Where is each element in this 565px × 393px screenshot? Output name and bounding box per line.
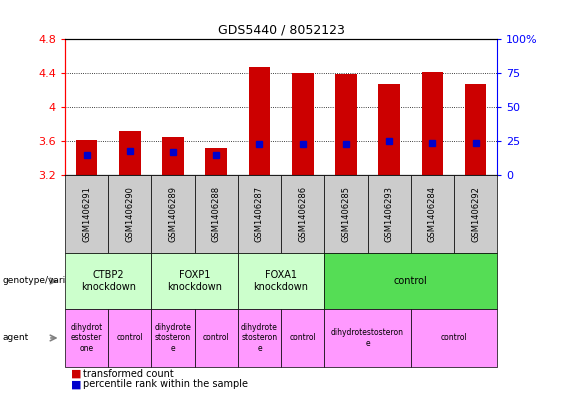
Text: GSM1406286: GSM1406286 xyxy=(298,186,307,242)
Text: control: control xyxy=(441,334,467,342)
Text: dihydrot
estoster
one: dihydrot estoster one xyxy=(71,323,103,353)
Text: GSM1406289: GSM1406289 xyxy=(168,186,177,242)
Text: GSM1406288: GSM1406288 xyxy=(212,186,221,242)
Text: FOXA1
knockdown: FOXA1 knockdown xyxy=(254,270,308,292)
Bar xyxy=(292,73,314,175)
Text: GSM1406287: GSM1406287 xyxy=(255,186,264,242)
Bar xyxy=(421,72,443,175)
Text: dihydrotestosteron
e: dihydrotestosteron e xyxy=(331,328,404,348)
Text: percentile rank within the sample: percentile rank within the sample xyxy=(83,379,248,389)
Text: control: control xyxy=(394,276,428,286)
Text: GSM1406291: GSM1406291 xyxy=(82,186,91,242)
Text: GSM1406284: GSM1406284 xyxy=(428,186,437,242)
Text: dihydrote
stosteron
e: dihydrote stosteron e xyxy=(241,323,278,353)
Text: control: control xyxy=(289,334,316,342)
Text: CTBP2
knockdown: CTBP2 knockdown xyxy=(81,270,136,292)
Text: control: control xyxy=(203,334,229,342)
Text: GSM1406293: GSM1406293 xyxy=(385,186,394,242)
Text: agent: agent xyxy=(3,334,29,342)
Bar xyxy=(76,140,97,175)
Text: control: control xyxy=(116,334,143,342)
Text: genotype/variation: genotype/variation xyxy=(3,277,89,285)
Bar xyxy=(162,137,184,175)
Text: dihydrote
stosteron
e: dihydrote stosteron e xyxy=(155,323,192,353)
Text: ■: ■ xyxy=(71,369,81,379)
Bar xyxy=(465,84,486,175)
Title: GDS5440 / 8052123: GDS5440 / 8052123 xyxy=(218,24,345,37)
Bar xyxy=(249,67,270,175)
Text: GSM1406290: GSM1406290 xyxy=(125,186,134,242)
Bar xyxy=(119,131,141,175)
Bar xyxy=(379,84,400,175)
Bar xyxy=(335,74,357,175)
Text: FOXP1
knockdown: FOXP1 knockdown xyxy=(167,270,222,292)
Bar xyxy=(206,148,227,175)
Text: transformed count: transformed count xyxy=(83,369,174,379)
Text: GSM1406285: GSM1406285 xyxy=(341,186,350,242)
Text: GSM1406292: GSM1406292 xyxy=(471,186,480,242)
Text: ■: ■ xyxy=(71,379,81,389)
